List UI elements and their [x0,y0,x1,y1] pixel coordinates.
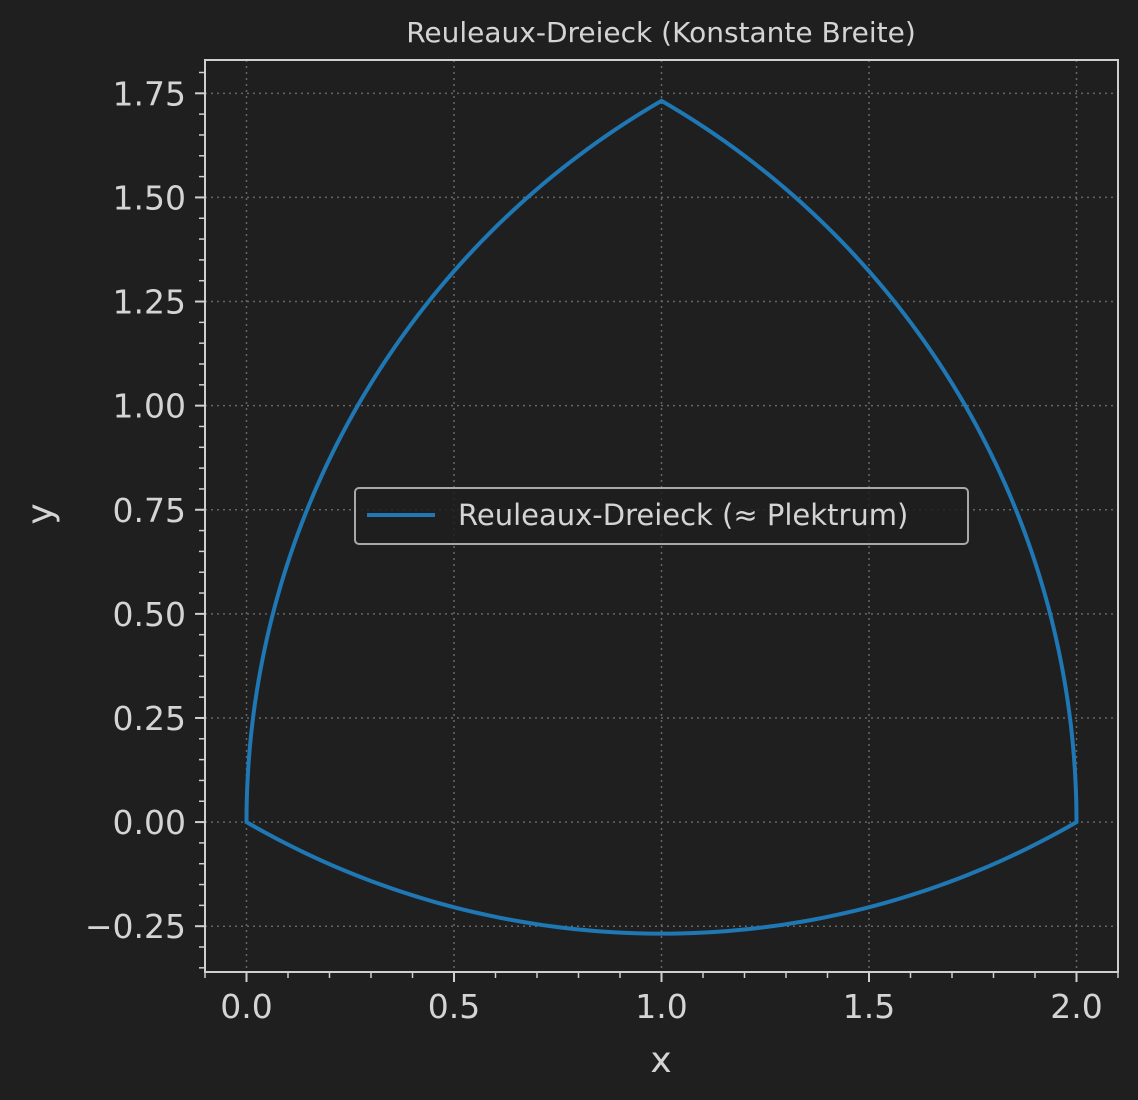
x-tick-label: 1.5 [843,987,895,1026]
x-tick-label: 2.0 [1050,987,1102,1026]
y-tick-label: 0.25 [113,699,186,738]
x-axis-label: x [650,1040,671,1081]
y-tick-label: 1.50 [113,178,186,217]
x-tick-label: 0.5 [428,987,480,1026]
series-line [244,98,1079,936]
legend-label: Reuleaux-Dreieck (≈ Plektrum) [458,498,908,532]
legend: Reuleaux-Dreieck (≈ Plektrum) [354,487,969,545]
y-tick-label: 0.50 [113,595,186,634]
axis-ticks: 0.0 0.5 1.0 1.5 2.0 −0.25 0.00 0.25 0.50 0.75 1.00… [85,71,1119,1026]
y-tick-label: 0.00 [113,803,186,842]
chart-title: Reuleaux-Dreieck (Konstante Breite) [406,16,916,49]
y-tick-label: −0.25 [85,907,186,946]
y-tick-label: 1.00 [113,387,186,426]
x-tick-label: 0.0 [220,987,272,1026]
y-tick-label: 1.25 [113,283,186,322]
plot-series [244,98,1079,936]
legend-box [354,487,969,545]
y-tick-label: 1.75 [113,74,186,113]
y-tick-label: 0.75 [113,491,186,530]
x-tick-label: 1.0 [635,987,687,1026]
y-axis-label: y [20,503,61,524]
